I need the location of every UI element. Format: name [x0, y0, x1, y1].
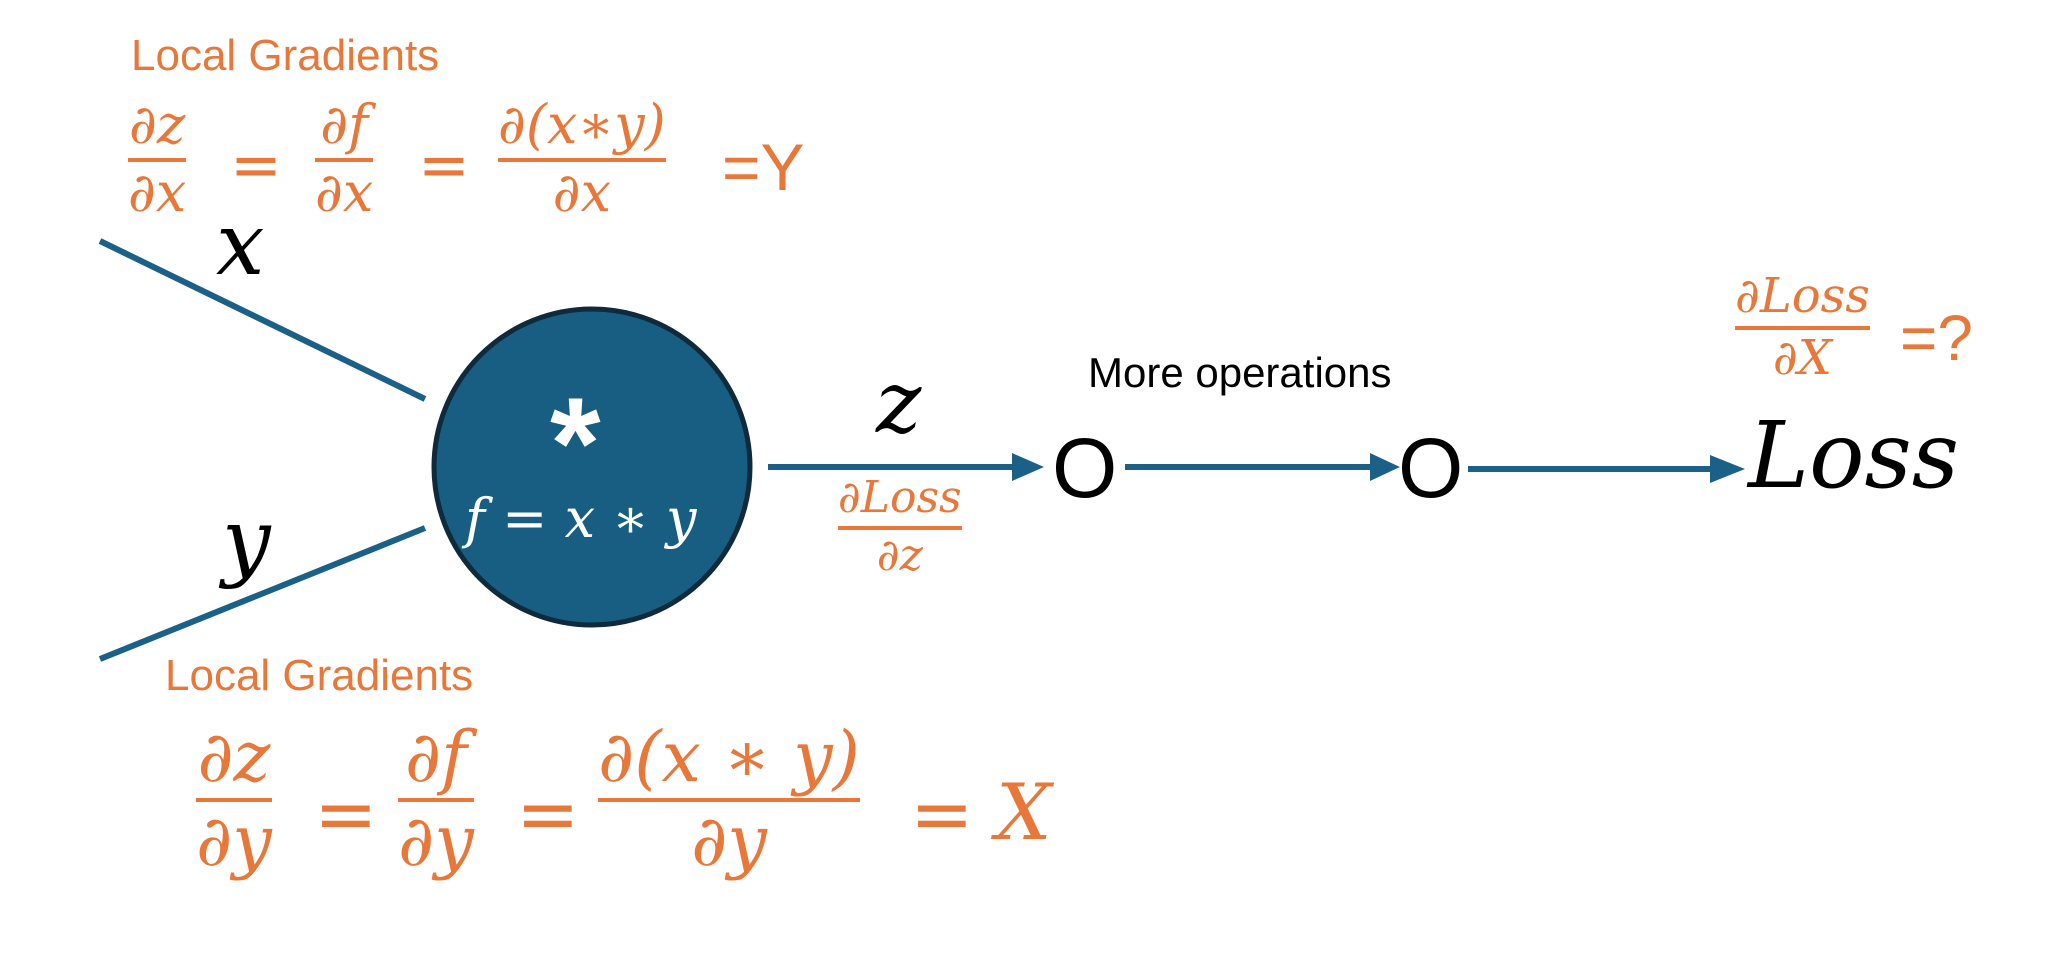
top-frac2-numerator: ∂f: [320, 93, 369, 156]
bottom-frac1-numerator: ∂z: [197, 716, 271, 798]
top-frac1-denominator: ∂x: [128, 161, 187, 224]
top-equals-1: =: [230, 128, 282, 201]
y-input-label: y: [222, 491, 271, 591]
bottom-frac2-denominator: ∂y: [398, 800, 474, 882]
top-equals-2: =: [418, 128, 470, 201]
bottom-frac1-bar: [196, 798, 272, 802]
more-operations-label: More operations: [1088, 349, 1392, 396]
upstream-denominator: ∂z: [876, 530, 923, 581]
bottom-frac3-denominator: ∂y: [691, 800, 767, 882]
bottom-frac-dxy-dy: ∂(x ∗ y) ∂y: [598, 722, 860, 876]
arrow-op2-to-loss: [1468, 455, 1745, 483]
upstream-bar: [838, 526, 962, 530]
question-numerator: ∂Loss: [1735, 268, 1870, 324]
bottom-gradient-result: X: [996, 768, 1052, 858]
question-denominator: ∂X: [1772, 330, 1832, 386]
top-frac-dz-dx: ∂z ∂x: [128, 93, 187, 224]
upstream-gradient-dloss-dz: ∂Loss ∂z: [838, 476, 962, 578]
top-frac-df-dx: ∂f ∂x: [315, 93, 374, 224]
top-gradient-result: =Y: [722, 130, 805, 204]
y-input-edge: [98, 525, 427, 662]
bottom-gradient-heading: Local Gradients: [165, 651, 474, 700]
operation-node-2: O: [1398, 421, 1464, 515]
question-suffix: =?: [1900, 302, 1973, 374]
bottom-frac3-numerator: ∂(x ∗ y): [598, 716, 860, 798]
bottom-equals-2: =: [516, 769, 580, 858]
top-frac1-bar: [128, 158, 187, 162]
bottom-frac2-bar: [398, 798, 474, 802]
top-frac3-denominator: ∂x: [552, 161, 612, 224]
x-input-edge: [98, 238, 427, 402]
node-formula: f = x ∗ y: [465, 487, 697, 550]
multiply-node-circle: [431, 306, 753, 628]
bottom-frac-dz-dy: ∂z ∂y: [196, 722, 272, 876]
question-bar: [1735, 326, 1870, 330]
top-frac-dxy-dx: ∂(x∗y) ∂x: [498, 98, 666, 220]
top-frac3-bar: [498, 158, 666, 162]
loss-node-label: Loss: [1748, 402, 1959, 509]
bottom-frac-df-dy: ∂f ∂y: [398, 722, 474, 876]
bottom-equals-3: =: [910, 769, 974, 858]
x-input-label: x: [216, 195, 265, 295]
multiply-symbol: *: [550, 370, 601, 516]
top-gradient-heading: Local Gradients: [131, 31, 440, 80]
bottom-frac1-denominator: ∂y: [196, 800, 272, 882]
arrow-z-to-op1: [768, 453, 1044, 481]
top-frac2-bar: [315, 158, 374, 162]
z-output-label: z: [876, 353, 922, 453]
arrow-op1-to-op2: [1125, 453, 1400, 481]
bottom-frac3-bar: [598, 798, 860, 802]
bottom-equals-1: =: [314, 769, 378, 858]
top-frac3-numerator: ∂(x∗y): [498, 93, 666, 156]
question-dloss-dx: ∂Loss ∂X: [1735, 272, 1870, 382]
top-frac2-denominator: ∂x: [315, 161, 374, 224]
operation-node-1: O: [1052, 421, 1118, 515]
top-frac1-numerator: ∂z: [129, 93, 186, 156]
upstream-numerator: ∂Loss: [838, 472, 962, 523]
bottom-frac2-numerator: ∂f: [404, 716, 467, 798]
